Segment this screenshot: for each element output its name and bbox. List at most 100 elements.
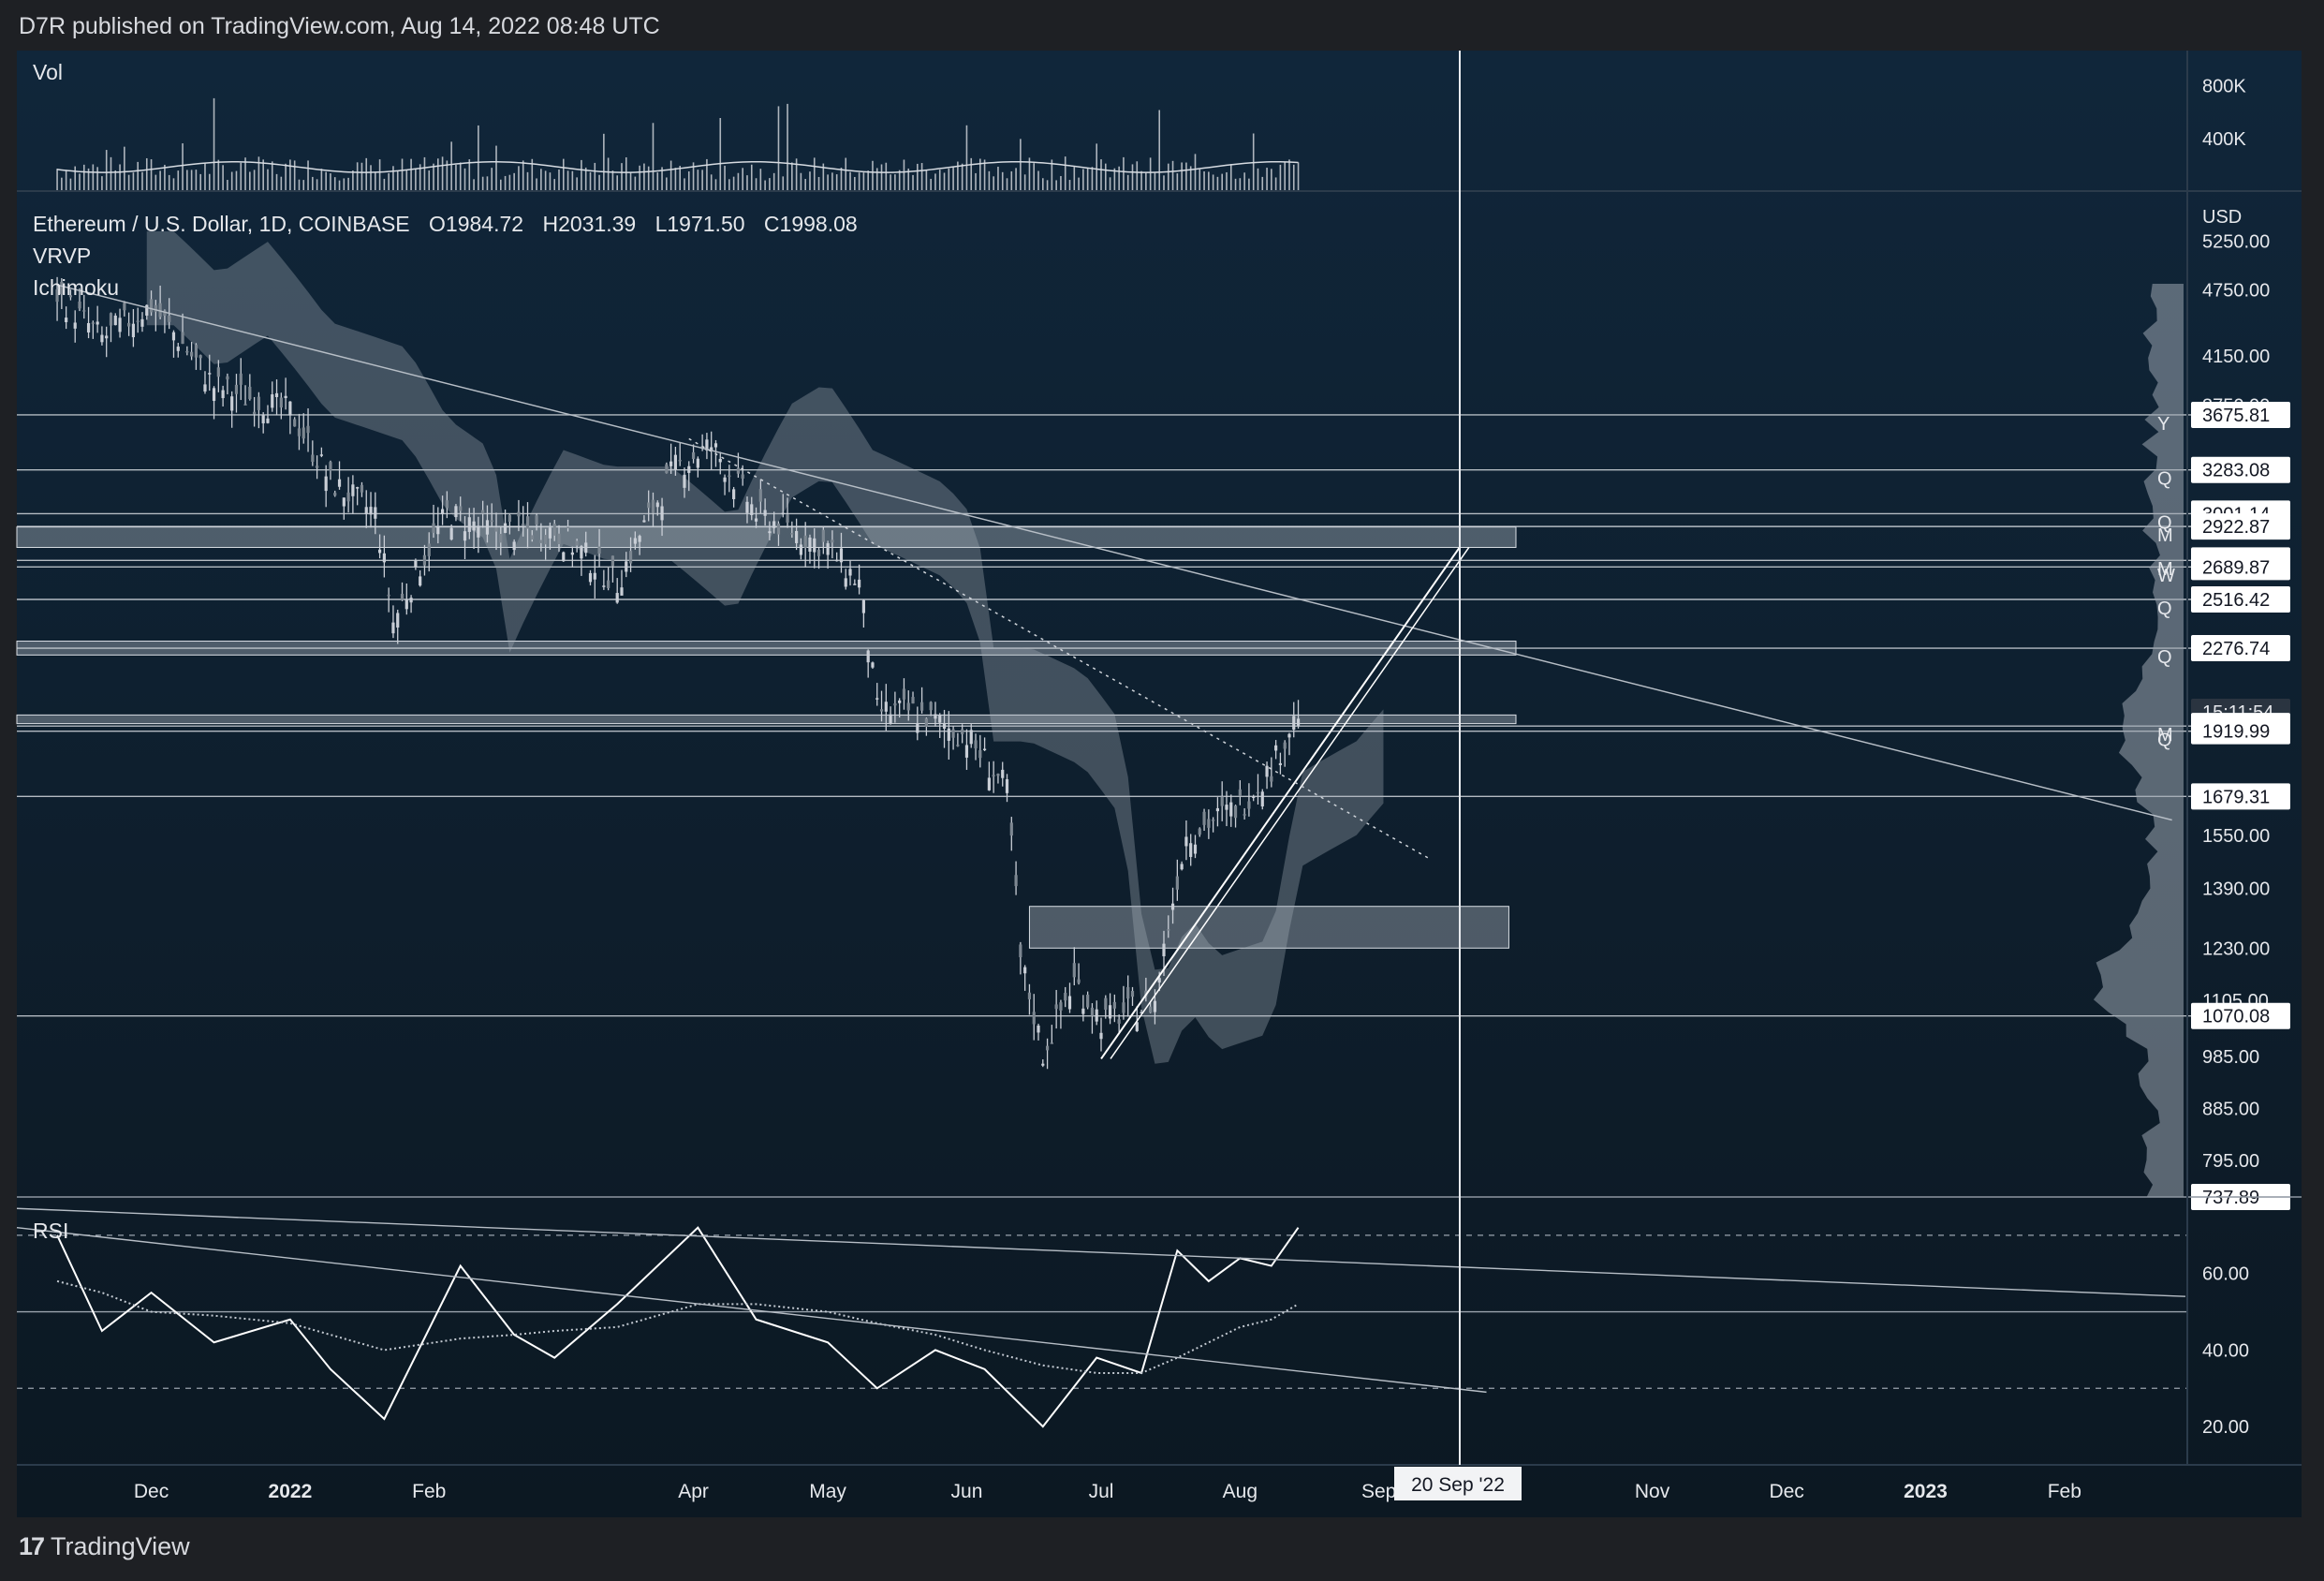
currency-label: USD (2202, 207, 2242, 228)
candle-body (463, 531, 467, 541)
candle-body (987, 777, 991, 790)
candle-body (185, 350, 189, 353)
candle-body (831, 539, 834, 543)
candle-body (472, 521, 476, 531)
candle-body (440, 509, 445, 514)
candle-body (961, 729, 964, 734)
rsi-title: RSI (33, 1219, 68, 1243)
tradingview-brand[interactable]: 17 TradingView (19, 1532, 190, 1561)
candle-body (539, 539, 543, 543)
candle-body (1086, 994, 1090, 1008)
price-tag (2191, 456, 2290, 483)
candle-body (1215, 807, 1220, 812)
candle-body (1220, 796, 1224, 806)
candle-body (387, 594, 390, 597)
candle-body (562, 552, 566, 562)
candle-body (916, 723, 919, 733)
level-period-letter: Q (2157, 469, 2172, 490)
candle-body (835, 559, 839, 562)
candle-body (705, 439, 709, 451)
candle-body (190, 351, 194, 357)
candle-body (552, 524, 556, 536)
candle-body (557, 533, 561, 545)
candle-body (253, 411, 257, 415)
candle-body (149, 299, 154, 313)
candle-body (131, 323, 136, 338)
candle-body (691, 451, 696, 459)
candle-body (1104, 997, 1108, 1011)
candle-body (964, 745, 969, 758)
candle-body (1014, 875, 1018, 887)
candle-body (911, 697, 915, 704)
candle-body (176, 347, 180, 351)
candle-body (257, 396, 260, 410)
candle-body (171, 332, 176, 341)
candle-body (1149, 1006, 1153, 1013)
candle-body (118, 318, 122, 332)
price-tag-label: 1679.31 (2202, 787, 2270, 807)
candle-body (212, 388, 216, 402)
time-tick-label: Nov (1635, 1481, 1670, 1502)
candle-body (490, 520, 493, 523)
candle-body (1140, 1012, 1143, 1014)
candle-body (1059, 1002, 1063, 1011)
candle-body (710, 447, 713, 451)
candle-body (678, 459, 682, 462)
high-value: H2031.39 (542, 212, 636, 236)
level-period-letter: M (2157, 559, 2173, 580)
candle-body (1184, 836, 1188, 847)
candle-body (293, 419, 297, 427)
crosshair-date-box (1394, 1467, 1522, 1500)
candle-body (517, 511, 521, 517)
price-pane: 5250.004750.004150.003750.001550.001390.… (16, 230, 2290, 1210)
candle-body (1019, 944, 1022, 958)
candle-body (588, 572, 593, 583)
rsi-trend-line (16, 1226, 1487, 1394)
candle-body (723, 477, 727, 482)
candle-body (512, 541, 516, 551)
candle-body (55, 288, 59, 303)
candle-body (1296, 718, 1301, 726)
candle-body (934, 714, 937, 719)
candle-body (683, 474, 686, 488)
candle-body (647, 502, 651, 509)
candle-body (1175, 876, 1179, 890)
candle-body (871, 662, 875, 668)
candle-body (996, 774, 1000, 776)
price-tick-label: 795.00 (2202, 1151, 2259, 1172)
candle-body (982, 748, 987, 750)
candle-body (1130, 990, 1135, 997)
candle-body (1233, 805, 1238, 819)
level-period-letter: Q (2157, 512, 2172, 533)
price-tick-label: 1390.00 (2202, 879, 2270, 900)
publisher-line: D7R published on TradingView.com, Aug 14… (19, 13, 660, 39)
candle-body (602, 585, 606, 587)
candle-body (813, 538, 816, 553)
level-period-letter: Q (2157, 731, 2172, 751)
level-period-letter: Y (2157, 414, 2170, 435)
level-period-letter: M (2157, 525, 2173, 546)
price-tick-label: 885.00 (2202, 1099, 2259, 1119)
candle-body (1135, 1022, 1139, 1031)
candle-body (319, 454, 323, 456)
candle-body (942, 724, 947, 729)
time-tick-label: 2023 (1904, 1481, 1948, 1502)
candle-body (1202, 811, 1206, 825)
candle-body (374, 507, 377, 519)
candle-body (732, 489, 736, 499)
candle-body (199, 355, 202, 359)
volume-title: Vol (33, 60, 63, 84)
candle-body (1238, 789, 1242, 797)
candle-body (1095, 1009, 1098, 1022)
candle-body (391, 622, 395, 634)
candle-body (1067, 996, 1072, 1010)
candle-body (297, 428, 302, 436)
candle-body (808, 537, 812, 552)
price-tag-label: 2276.74 (2202, 639, 2270, 659)
time-tick-label: Dec (134, 1481, 169, 1502)
candle-body (750, 504, 754, 515)
time-tick-label: Aug (1223, 1481, 1258, 1502)
candle-body (615, 593, 619, 603)
candle-body (1064, 993, 1067, 1001)
